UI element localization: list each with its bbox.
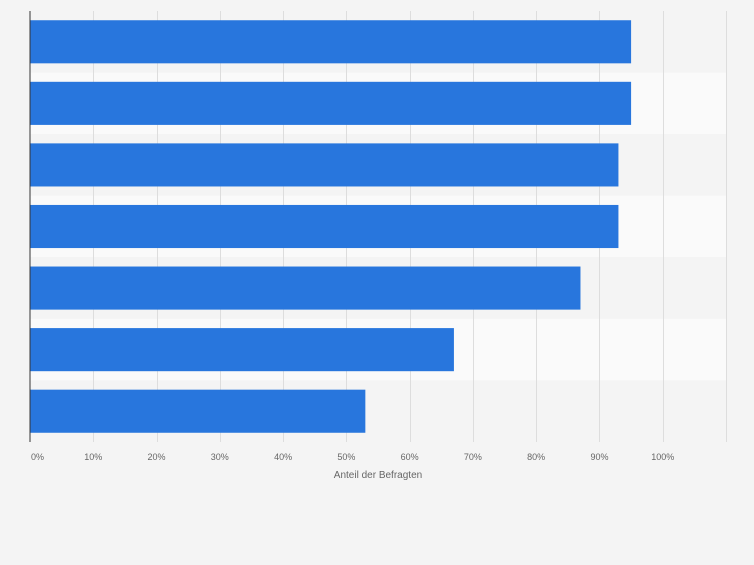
x-tick-label: 0% — [31, 452, 44, 462]
x-tick-labels: 0% 10% 20% 30% 40% 50% 60% 70% 80% 90% 100% — [31, 452, 674, 462]
x-tick-label: 10% — [84, 452, 102, 462]
x-tick-label: 80% — [527, 452, 545, 462]
x-tick-label: 20% — [148, 452, 166, 462]
bar[interactable] — [30, 389, 366, 433]
bar[interactable] — [30, 143, 619, 187]
bar[interactable] — [30, 266, 581, 310]
x-tick-label: 90% — [590, 452, 608, 462]
x-tick-label: 70% — [464, 452, 482, 462]
x-tick-label: 100% — [651, 452, 674, 462]
x-tick-label: 60% — [401, 452, 419, 462]
x-tick-label: 50% — [337, 452, 355, 462]
x-tick-label: 40% — [274, 452, 292, 462]
x-tick-label: 30% — [211, 452, 229, 462]
bar[interactable] — [30, 81, 632, 125]
bars — [30, 20, 632, 433]
x-axis-title: Anteil der Befragten — [334, 470, 422, 481]
bar[interactable] — [30, 328, 454, 372]
bar[interactable] — [30, 204, 619, 249]
bar[interactable] — [30, 20, 632, 64]
